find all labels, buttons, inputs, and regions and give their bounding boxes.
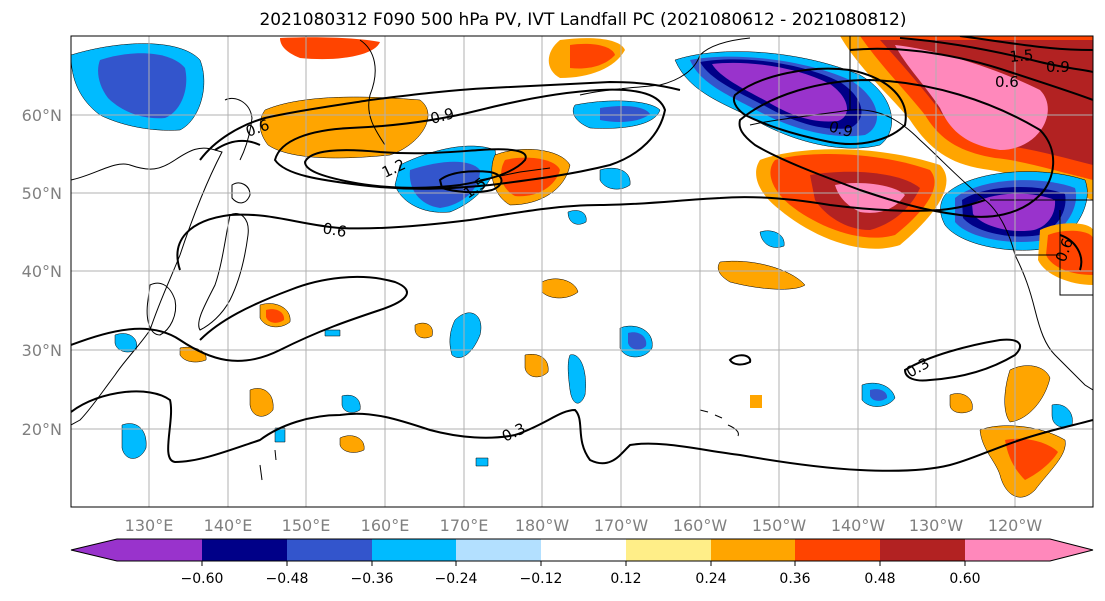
colorbar-tick-label: −0.12 [520, 571, 563, 587]
lon-label: 130°E [125, 516, 174, 535]
colorbar-extend-high [1050, 539, 1093, 561]
contour-0.6-outer [176, 196, 986, 271]
lat-label: 50°N [22, 184, 62, 203]
contour-0.6-ak [738, 78, 1055, 218]
colorbar-tick-label: 0.36 [779, 571, 810, 587]
contour-0.6-north [199, 80, 681, 161]
lon-label: 160°E [361, 516, 410, 535]
colorbar-ticks [201, 561, 966, 566]
latitude-labels: 60°N 50°N 40°N 30°N 20°N [22, 106, 62, 439]
colorbar-segment [287, 539, 372, 561]
lat-label: 30°N [22, 341, 62, 360]
lat-label: 40°N [22, 262, 62, 281]
contour-0.3-c [903, 338, 1021, 382]
lat-label: 20°N [22, 420, 62, 439]
lon-label: 170°W [594, 516, 649, 535]
lon-label: 180°W [515, 516, 570, 535]
colorbar-tick-label: 0.60 [949, 571, 980, 587]
contour-0.9-ne [899, 37, 1093, 73]
contour-0.3-b [71, 275, 408, 362]
contour-1.2 [303, 148, 527, 189]
contour-label: 1.5 [1009, 46, 1034, 66]
colorbar-tick-label: −0.48 [266, 571, 309, 587]
contour-label: 0.9 [827, 117, 855, 141]
lon-label: 150°E [282, 516, 331, 535]
colorbar-segment [117, 539, 202, 561]
map-frame [70, 35, 1094, 508]
contour-0.9-ak [732, 67, 907, 145]
map-panel [71, 36, 1093, 507]
lon-label: 120°W [988, 516, 1043, 535]
colorbar-segment [372, 539, 456, 561]
ivt-contours [71, 36, 1093, 472]
contour-0.3 [71, 390, 1093, 472]
lon-label: 160°W [673, 516, 728, 535]
longitude-labels: 130°E 140°E 150°E 160°E 170°E 180°W 170°… [125, 516, 1043, 535]
colorbar-tick-label: 0.48 [864, 571, 895, 587]
contour-small [728, 354, 752, 366]
colorbar-segment [880, 539, 965, 561]
contour-label: 0.6 [995, 73, 1019, 91]
lat-label: 60°N [22, 106, 62, 125]
colorbar-segment [626, 539, 711, 561]
colorbar-segment [711, 539, 795, 561]
colorbar-tick-label: 0.24 [695, 571, 726, 587]
colorbar: −0.60 −0.48 −0.36 −0.24 −0.12 0.12 0.24 … [70, 538, 1094, 587]
colorbar-extend-low [71, 539, 117, 561]
colorbar-tick-label: −0.24 [435, 571, 478, 587]
colorbar-tick-label: 0.12 [610, 571, 641, 587]
contour-label: 0.9 [428, 104, 456, 128]
colorbar-tick-label: −0.60 [181, 571, 224, 587]
contour-0.6-ne [849, 47, 1093, 101]
gridlines [71, 36, 1093, 507]
contour-0.6-trough [214, 139, 261, 151]
colorbar-segment [541, 539, 626, 561]
colorbar-segment [456, 539, 541, 561]
colorbar-segment [795, 539, 880, 561]
contour-1.5 [438, 170, 503, 194]
contour-0.6-ca [1059, 234, 1083, 271]
contour-label: 0.9 [1046, 58, 1070, 76]
lon-label: 170°E [440, 516, 489, 535]
contour-1.5-ne [959, 36, 1093, 51]
colorbar-segment [202, 539, 287, 561]
colorbar-tick-label: −0.36 [351, 571, 394, 587]
lon-label: 150°W [752, 516, 807, 535]
lon-label: 130°W [909, 516, 964, 535]
contour-label: 0.6 [321, 219, 348, 241]
colorbar-segment [965, 539, 1050, 561]
lon-label: 140°W [831, 516, 886, 535]
lon-label: 140°E [204, 516, 253, 535]
figure-title: 2021080312 F090 500 hPa PV, IVT Landfall… [259, 10, 906, 30]
